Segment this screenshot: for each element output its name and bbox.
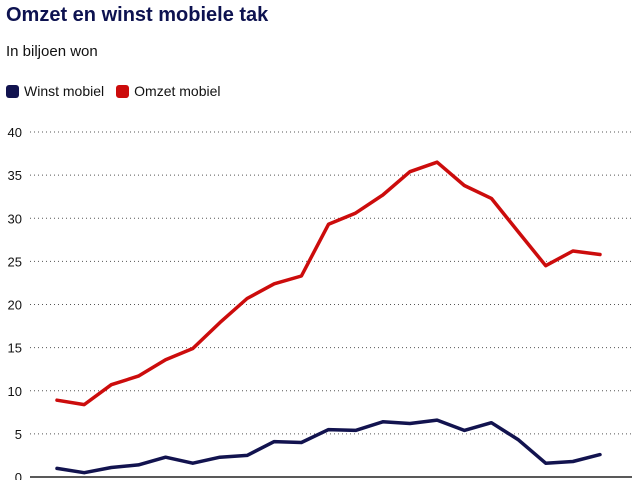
legend-label-winst: Winst mobiel [24,83,105,99]
y-tick-label: 40 [8,125,22,140]
legend-item-winst: Winst mobiel [6,83,104,99]
chart-title: Omzet en winst mobiele tak [6,4,269,26]
series-line-winst [55,418,602,475]
y-tick-label: 25 [8,254,22,269]
series-line-omzet [55,160,602,407]
legend-swatch-omzet [116,84,130,98]
y-tick-label: 35 [8,168,22,183]
series-lines [55,160,602,475]
legend: Winst mobiel Omzet mobiel [6,83,233,99]
y-tick-label: 5 [15,427,22,442]
legend-swatch-winst [6,84,19,98]
y-tick-label: 10 [8,384,22,399]
y-tick-labels: 0 5 10 15 20 25 30 35 40 [8,125,22,480]
y-tick-label: 15 [8,341,22,356]
legend-label-omzet: Omzet mobiel [134,83,221,99]
y-tick-label: 30 [8,211,22,226]
grid-lines [30,131,632,478]
legend-item-omzet: Omzet mobiel [116,83,221,99]
y-tick-label: 20 [8,298,22,313]
y-tick-label: 0 [15,470,22,480]
chart-subtitle: In biljoen won [6,43,98,60]
